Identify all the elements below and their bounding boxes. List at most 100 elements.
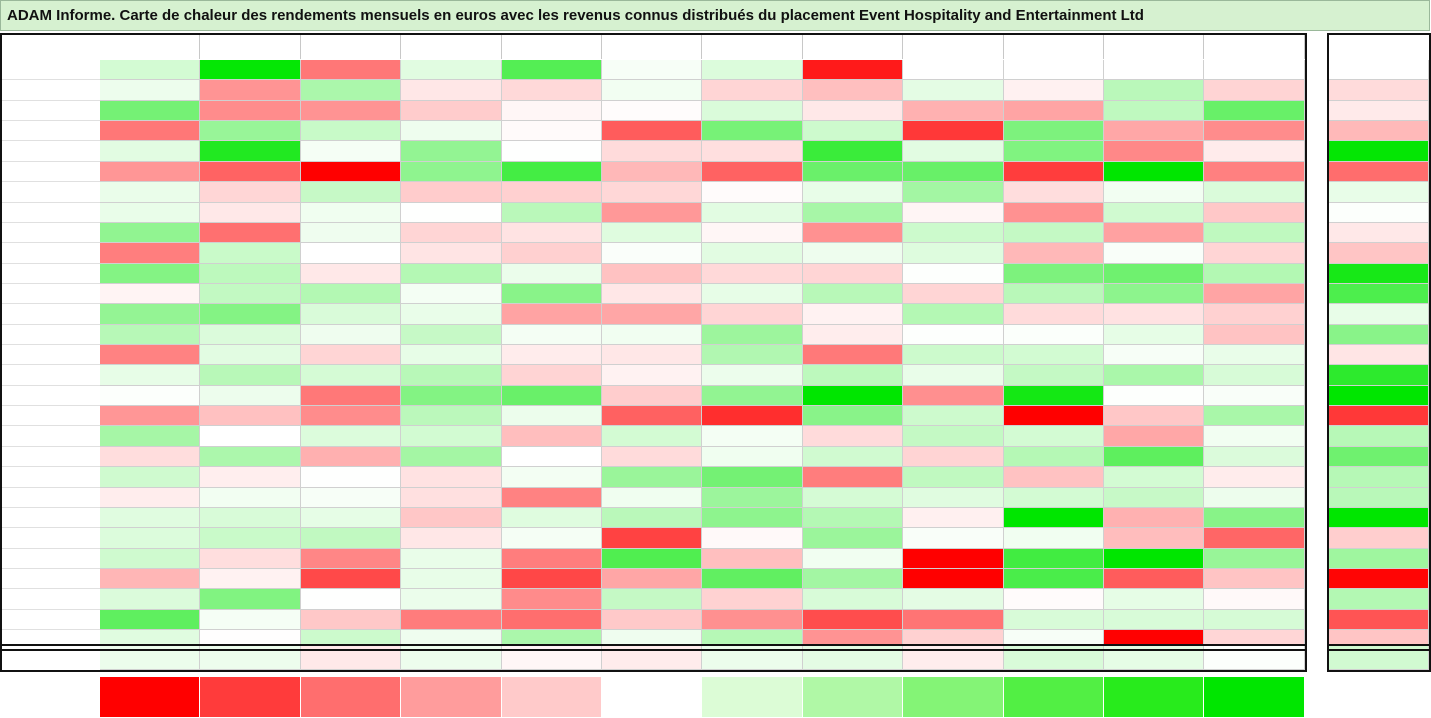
heat-cell xyxy=(200,345,301,366)
heat-cell xyxy=(501,182,602,203)
heat-cell xyxy=(300,243,402,264)
heat-cell xyxy=(602,609,703,631)
heat-cell xyxy=(903,243,1004,264)
heat-cell xyxy=(1104,528,1205,549)
heat-cell xyxy=(100,548,201,569)
average-annual-cell xyxy=(1329,646,1429,670)
row-year-label xyxy=(2,488,100,508)
heat-cell xyxy=(1104,406,1205,427)
heat-cell xyxy=(702,467,803,488)
heat-cell xyxy=(1104,467,1205,488)
scale-swatch xyxy=(602,677,703,717)
heat-cell xyxy=(401,345,502,366)
heat-cell xyxy=(1003,283,1104,305)
annual-cell xyxy=(1329,80,1429,101)
heat-cell xyxy=(501,365,602,386)
heat-cell xyxy=(802,548,904,569)
heat-cell xyxy=(200,385,301,407)
heat-cell xyxy=(100,243,201,264)
heat-cell xyxy=(903,406,1004,427)
average-cell xyxy=(1204,646,1305,670)
heat-cell xyxy=(1003,161,1104,183)
heat-cell xyxy=(1003,263,1104,284)
month-header xyxy=(301,34,402,59)
average-cell xyxy=(702,646,803,670)
heat-cell xyxy=(903,589,1004,610)
heat-cell xyxy=(1104,121,1205,142)
heat-cell xyxy=(702,161,803,183)
heat-cell xyxy=(903,121,1004,142)
heat-cell xyxy=(501,507,602,529)
heat-cell xyxy=(903,507,1004,529)
heat-cell xyxy=(1104,141,1205,162)
heat-cell xyxy=(501,80,602,101)
heat-cell xyxy=(702,100,803,122)
month-header xyxy=(502,34,602,59)
heat-cell xyxy=(200,507,301,529)
heat-cell xyxy=(602,446,703,468)
annual-cell xyxy=(1329,161,1429,183)
heat-cell xyxy=(300,528,402,549)
heat-cell xyxy=(903,548,1004,569)
heat-cell xyxy=(903,467,1004,488)
heat-cell xyxy=(602,589,703,610)
heat-cell xyxy=(903,345,1004,366)
heat-cell xyxy=(401,182,502,203)
heat-cell xyxy=(401,161,502,183)
scale-swatch xyxy=(501,677,602,717)
heat-cell xyxy=(200,263,301,284)
heat-cell xyxy=(501,385,602,407)
heat-cell xyxy=(401,589,502,610)
heat-cell xyxy=(1104,283,1205,305)
heat-cell xyxy=(1204,467,1305,488)
heat-cell xyxy=(100,467,201,488)
heat-cell xyxy=(1003,80,1104,101)
heat-cell xyxy=(1204,182,1305,203)
heat-cell xyxy=(602,141,703,162)
annual-cell xyxy=(1329,609,1429,631)
heat-cell xyxy=(702,528,803,549)
heat-cell xyxy=(802,182,904,203)
heat-cell xyxy=(300,385,402,407)
heat-cell xyxy=(702,304,803,325)
heat-cell xyxy=(802,406,904,427)
average-label xyxy=(2,646,100,670)
heat-cell xyxy=(702,589,803,610)
heat-cell xyxy=(100,507,201,529)
heat-cell xyxy=(200,141,301,162)
row-year-label xyxy=(2,325,100,346)
scale-label xyxy=(0,677,100,717)
heat-cell xyxy=(300,548,402,569)
heat-cell xyxy=(1003,304,1104,325)
heat-cell xyxy=(100,263,201,284)
heat-cell xyxy=(903,202,1004,223)
row-year-label xyxy=(2,508,100,529)
heat-cell xyxy=(501,446,602,468)
heat-cell xyxy=(300,467,402,488)
heat-cell xyxy=(1104,80,1205,101)
month-header xyxy=(1204,34,1305,59)
heat-cell xyxy=(501,426,602,447)
heat-cell xyxy=(1104,263,1205,284)
heat-cell xyxy=(903,141,1004,162)
heat-cell xyxy=(903,80,1004,101)
annual-cell xyxy=(1329,324,1429,346)
heat-cell xyxy=(501,222,602,244)
heat-cell xyxy=(1003,243,1104,264)
heat-cell xyxy=(802,507,904,529)
annual-cell xyxy=(1329,385,1429,407)
heat-cell xyxy=(602,569,703,590)
heat-cell xyxy=(200,426,301,447)
heat-cell xyxy=(300,324,402,346)
heat-cell xyxy=(602,507,703,529)
row-year-label xyxy=(2,426,100,447)
heat-cell xyxy=(401,365,502,386)
heat-cell xyxy=(200,243,301,264)
heat-cell xyxy=(702,141,803,162)
heat-cell xyxy=(100,345,201,366)
heat-cell xyxy=(702,182,803,203)
heat-cell xyxy=(1003,365,1104,386)
scale-swatch xyxy=(802,677,904,717)
heat-cell xyxy=(903,446,1004,468)
heat-cell xyxy=(1003,385,1104,407)
